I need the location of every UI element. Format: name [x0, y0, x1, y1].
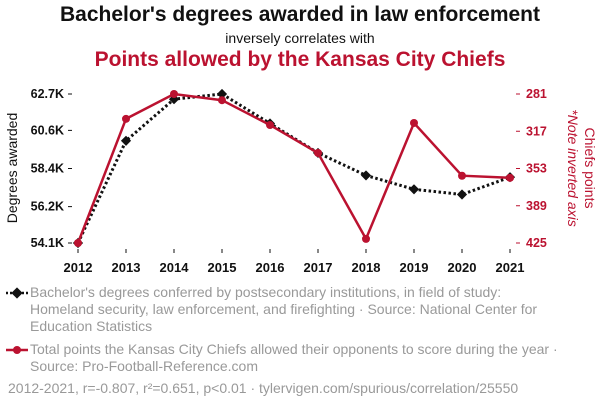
x-tick-label: 2019: [400, 260, 429, 275]
right-tick-label: 281: [526, 87, 547, 101]
points-point: [170, 90, 178, 98]
x-tick-label: 2014: [160, 260, 190, 275]
right-tick-label: 389: [526, 199, 547, 213]
chart-subtitle: inversely correlates with: [225, 30, 375, 46]
degrees-point: [408, 184, 420, 195]
points-line: [76, 92, 511, 244]
left-axis: 54.1K 56.2K 58.4K 60.6K 62.7K: [31, 87, 72, 250]
degrees-point: [120, 135, 132, 146]
degrees-point: [216, 88, 228, 100]
right-axis-note: *Note inverted axis: [565, 109, 581, 227]
x-tick-label: 2017: [304, 260, 333, 275]
legend-item-points: Total points the Kansas City Chiefs allo…: [6, 341, 566, 375]
points-point: [458, 171, 466, 180]
left-tick-label: 60.6K: [31, 123, 64, 137]
x-tick-label: 2015: [208, 260, 237, 275]
series-layer: [72, 88, 516, 249]
right-tick-label: 317: [526, 124, 547, 138]
legend-points-text: Total points the Kansas City Chiefs allo…: [30, 341, 558, 374]
x-tick-label: 2018: [352, 260, 381, 275]
points-point: [74, 239, 82, 247]
chart-title-secondary: Points allowed by the Kansas City Chiefs: [94, 48, 506, 71]
right-tick-label: 353: [526, 162, 547, 176]
points-point: [362, 234, 370, 243]
right-tick-label: 425: [526, 236, 547, 250]
x-tick-label: 2016: [256, 260, 285, 275]
degrees-point: [360, 170, 372, 181]
left-tick-label: 54.1K: [31, 236, 64, 250]
left-tick-label: 58.4K: [31, 162, 64, 176]
legend-degrees-symbol: [6, 287, 28, 299]
legend-points-symbol: [6, 346, 28, 354]
right-axis-label: Chiefs points: [582, 128, 598, 209]
x-tick-label: 2021: [496, 260, 525, 275]
points-point: [506, 173, 514, 182]
x-tick-label: 2013: [112, 260, 141, 275]
legend-degrees-text: Bachelor's degrees conferred by postseco…: [30, 284, 538, 334]
points-point: [314, 148, 322, 157]
x-tick-label: 2020: [448, 260, 477, 275]
points-point: [218, 96, 226, 105]
chart-title: Bachelor's degrees awarded in law enforc…: [60, 3, 540, 26]
legend-item-degrees: Bachelor's degrees conferred by postseco…: [6, 284, 566, 335]
left-axis-label: Degrees awarded: [4, 113, 20, 224]
points-point: [266, 121, 274, 130]
footer-stats: 2012-2021, r=-0.807, r²=0.651, p<0.01 · …: [8, 380, 519, 396]
points-point: [122, 114, 130, 123]
left-tick-label: 56.2K: [31, 200, 64, 214]
degrees-line: [76, 92, 511, 244]
degrees-point: [456, 189, 468, 200]
left-tick-label: 62.7K: [31, 87, 64, 101]
right-axis: 281 317 353 389 425: [516, 87, 547, 250]
x-tick-label: 2012: [64, 260, 93, 275]
x-axis: 2012 2013 2014 2015 2016 2017 2018 2019 2020 2021: [64, 249, 525, 275]
points-point: [410, 118, 418, 127]
